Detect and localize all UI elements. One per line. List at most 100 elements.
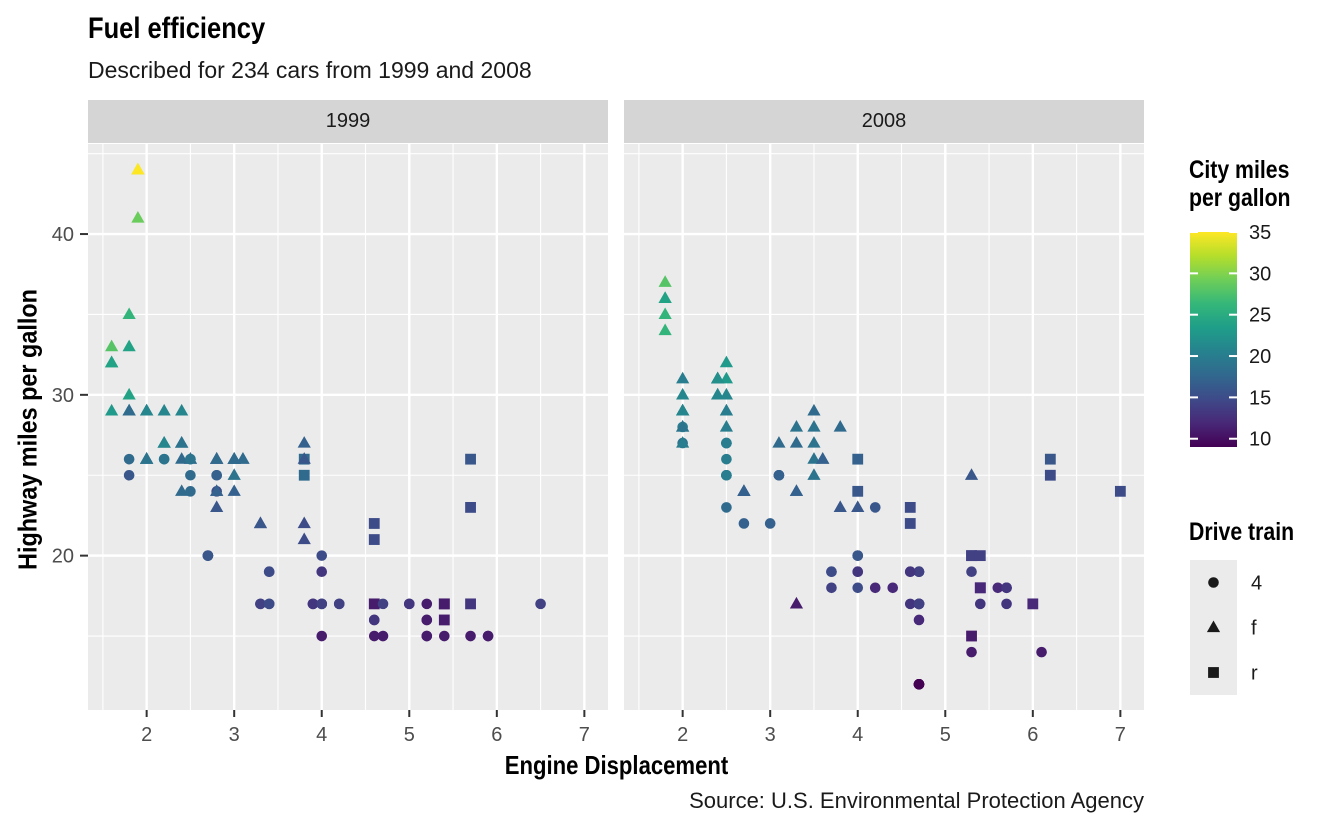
data-point — [826, 566, 837, 578]
data-point — [465, 630, 476, 642]
data-point — [719, 420, 734, 432]
data-point — [122, 307, 136, 320]
data-point — [904, 598, 916, 610]
data-point — [253, 516, 268, 529]
data-point — [807, 420, 821, 432]
y-tick-label: 20 — [52, 546, 74, 568]
panel-background — [624, 144, 1144, 710]
color-legend-title-line1: City miles — [1189, 156, 1290, 184]
x-tick-label: 4 — [316, 724, 327, 746]
data-point — [297, 516, 311, 529]
data-point — [210, 452, 224, 464]
data-point — [438, 614, 450, 626]
colorbar-tick-label: 30 — [1249, 263, 1271, 285]
data-point — [658, 275, 672, 287]
data-point — [807, 468, 821, 480]
legend-key-triangle-icon — [1206, 620, 1221, 633]
data-point — [676, 420, 690, 432]
data-point — [368, 534, 380, 545]
colorbar — [1190, 232, 1237, 447]
data-point — [721, 453, 732, 465]
data-point — [966, 630, 977, 642]
data-point — [887, 582, 899, 594]
panel-background — [88, 144, 608, 710]
data-point — [721, 502, 732, 513]
data-point — [175, 484, 189, 496]
data-point — [316, 598, 328, 610]
shape-legend-label: 4 — [1251, 573, 1262, 595]
data-point — [465, 598, 476, 610]
data-point — [737, 484, 751, 496]
color-legend-title-line2: per gallon — [1189, 184, 1291, 212]
data-point — [966, 646, 977, 658]
data-point — [852, 453, 864, 465]
data-point — [210, 500, 224, 512]
colorbar-tick — [1229, 272, 1237, 275]
x-tick-label: 5 — [404, 724, 415, 746]
color-legend-title: City miles per gallon — [1189, 156, 1291, 212]
shape-legend-title: Drive train — [1189, 518, 1295, 546]
data-point — [368, 598, 380, 610]
data-point — [852, 566, 864, 578]
data-point — [421, 598, 433, 610]
legend-key-circle-icon — [1208, 577, 1219, 588]
data-point — [719, 387, 734, 400]
data-point — [105, 403, 119, 416]
data-point — [140, 403, 154, 416]
chart-title: Fuel efficiency — [88, 12, 266, 45]
data-point — [992, 582, 1004, 594]
colorbar-tick — [1229, 355, 1237, 358]
data-point — [658, 323, 672, 336]
x-tick-label: 3 — [765, 724, 776, 746]
x-tick-label: 3 — [229, 724, 240, 746]
data-point — [297, 452, 311, 464]
data-point — [227, 452, 241, 464]
data-point — [227, 468, 241, 480]
data-point — [789, 596, 804, 609]
data-point — [227, 484, 241, 496]
data-point — [676, 403, 690, 416]
data-point — [157, 436, 171, 448]
data-point — [833, 420, 847, 432]
data-point — [123, 469, 135, 481]
data-point — [913, 678, 925, 690]
data-point — [676, 371, 690, 384]
data-point — [263, 598, 275, 610]
data-point — [964, 468, 979, 480]
data-point — [974, 550, 986, 562]
data-point — [913, 614, 925, 626]
data-point — [105, 339, 119, 352]
data-point — [368, 630, 380, 642]
data-point — [377, 598, 389, 610]
y-tick-label: 30 — [52, 385, 74, 407]
data-point — [297, 436, 311, 448]
data-point — [122, 387, 136, 400]
chart-caption: Source: U.S. Environmental Protection Ag… — [689, 788, 1144, 813]
data-point — [175, 436, 189, 448]
data-point — [1027, 598, 1039, 610]
data-point — [158, 453, 170, 465]
data-point — [719, 371, 734, 384]
data-point — [711, 371, 725, 384]
data-point — [465, 453, 476, 465]
data-point — [721, 469, 732, 481]
chart-subtitle: Described for 234 cars from 1999 and 200… — [88, 57, 532, 83]
data-point — [535, 598, 546, 610]
data-point — [773, 469, 785, 481]
data-point — [255, 598, 266, 610]
data-point — [721, 437, 732, 449]
x-tick-label: 7 — [1115, 724, 1126, 746]
data-point — [421, 630, 433, 642]
data-point — [263, 566, 275, 578]
data-point — [307, 598, 319, 610]
data-point — [157, 403, 171, 416]
x-tick-label: 7 — [579, 724, 590, 746]
data-point — [333, 598, 345, 610]
data-point — [772, 436, 786, 448]
legend-key-square-icon — [1208, 667, 1219, 678]
shape-legend: 4 f r — [1190, 560, 1262, 695]
colorbar-tick — [1229, 437, 1237, 440]
data-point — [185, 469, 196, 481]
